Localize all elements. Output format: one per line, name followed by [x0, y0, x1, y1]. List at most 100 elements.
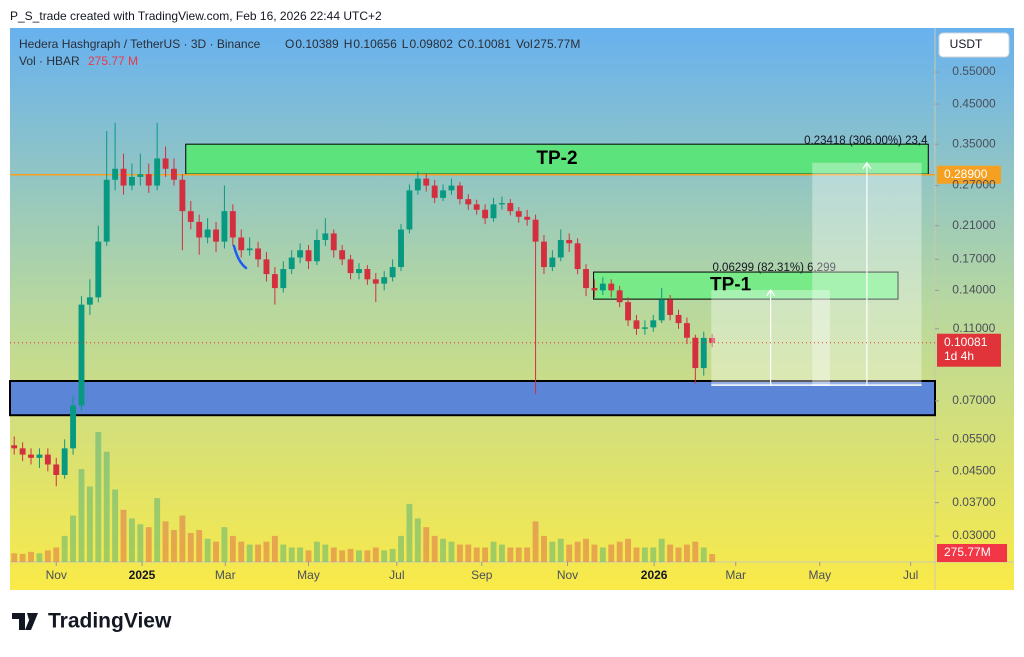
legend-value: 275.77M	[534, 37, 581, 51]
candle-body	[541, 241, 547, 268]
volume-badge	[937, 544, 1007, 562]
volume-bar	[187, 532, 194, 562]
logo	[12, 613, 38, 630]
legend-key: H	[344, 37, 353, 51]
candle-body	[423, 178, 430, 186]
candle-body	[347, 259, 354, 274]
volume-bar	[95, 431, 102, 562]
zone	[185, 143, 929, 175]
volume-bar	[145, 527, 152, 562]
candle-body	[683, 323, 690, 338]
candle-body	[213, 229, 219, 242]
volume-bar	[448, 541, 455, 562]
candle-body	[566, 239, 573, 244]
candle-body	[11, 445, 18, 449]
candle-body	[456, 185, 463, 200]
x-tick-label: 2026	[641, 568, 668, 582]
volume-bar	[44, 550, 51, 562]
candle-body	[204, 229, 211, 238]
candle-body	[339, 250, 346, 260]
candle-body	[271, 274, 278, 289]
candle-body	[515, 211, 522, 217]
volume-bar	[103, 451, 110, 562]
volume-bar	[238, 541, 245, 562]
candle-body	[675, 314, 682, 324]
candle-body	[473, 204, 480, 210]
currency[interactable]: USDT	[950, 37, 983, 51]
currency-button[interactable]	[938, 32, 1010, 58]
volume-bar	[675, 547, 682, 562]
volume-bar	[633, 547, 640, 562]
legend-key: C	[458, 37, 467, 51]
volume-bar	[154, 498, 161, 562]
volume-bar	[583, 538, 589, 562]
logo-text: TradingView	[48, 610, 172, 633]
x-tick-label: Mar	[215, 568, 236, 582]
candle-body	[297, 250, 304, 258]
volume-bar	[532, 521, 539, 562]
volume-bar	[692, 541, 699, 562]
x-tick-label: May	[808, 568, 831, 582]
volume-bar	[498, 544, 505, 562]
legend-value: 0.10081	[468, 37, 512, 51]
candle-body	[625, 302, 632, 321]
candle-body	[128, 176, 135, 186]
volume-bar	[53, 547, 60, 562]
volume-bar	[398, 535, 404, 562]
candle-body	[19, 448, 26, 455]
candle-body	[557, 239, 564, 258]
x-tick-label: Nov	[557, 568, 578, 582]
plot	[9, 122, 936, 562]
volume-bar	[356, 550, 362, 562]
candle-body	[70, 405, 77, 449]
zone	[9, 380, 936, 417]
volume-bar	[137, 524, 144, 562]
candle-body	[448, 185, 455, 191]
candle-body	[414, 178, 421, 191]
x-tick-label: May	[297, 568, 320, 582]
volume-bar	[330, 547, 337, 562]
candle-body	[389, 267, 396, 278]
legend-value: 0.10656	[353, 37, 397, 51]
measure-label: 0.06299 (82.31%) 6,299	[712, 262, 835, 274]
y-tick-label: 0.05500	[952, 432, 996, 446]
candle-body	[482, 209, 489, 219]
candle-body	[406, 190, 413, 230]
volume-bar	[608, 544, 615, 562]
candle-body	[583, 269, 589, 289]
volume-bar	[465, 544, 472, 562]
volume-bar	[255, 544, 262, 562]
volume-bar	[482, 547, 489, 562]
volume-bar	[658, 538, 665, 562]
y-tick-label: 0.04500	[952, 464, 996, 478]
candle-body	[641, 327, 648, 329]
volume-bar	[196, 530, 203, 562]
volume-bar	[507, 547, 514, 562]
volume-bar	[456, 544, 463, 562]
volume-bar	[297, 547, 304, 562]
legend-key: Vol	[516, 37, 533, 51]
countdown: 1d 4h	[944, 349, 974, 363]
candle-body	[255, 248, 262, 260]
candle-body	[53, 464, 60, 475]
candle-body	[44, 454, 51, 465]
volume-bar	[120, 509, 127, 562]
volume-bar	[86, 486, 93, 562]
volume-bar	[574, 541, 581, 562]
candle-body	[591, 288, 598, 291]
y-tick-label: 0.03700	[952, 495, 996, 509]
candle-body	[137, 174, 144, 177]
candle-body	[196, 221, 203, 238]
volume-bar	[36, 553, 43, 562]
candle-body	[95, 241, 102, 298]
candle-body	[305, 250, 312, 262]
legend-symbol: Hedera Hashgraph / TetherUS · 3D · Binan…	[19, 37, 261, 51]
measure-label: 0.23418 (306.00%) 23,4	[804, 135, 928, 147]
candle-body	[112, 168, 119, 180]
candle-body	[238, 237, 245, 251]
volume-bar	[322, 544, 329, 562]
candle-body	[532, 219, 539, 242]
volume-bar	[364, 550, 371, 562]
volume-bar	[112, 489, 119, 562]
